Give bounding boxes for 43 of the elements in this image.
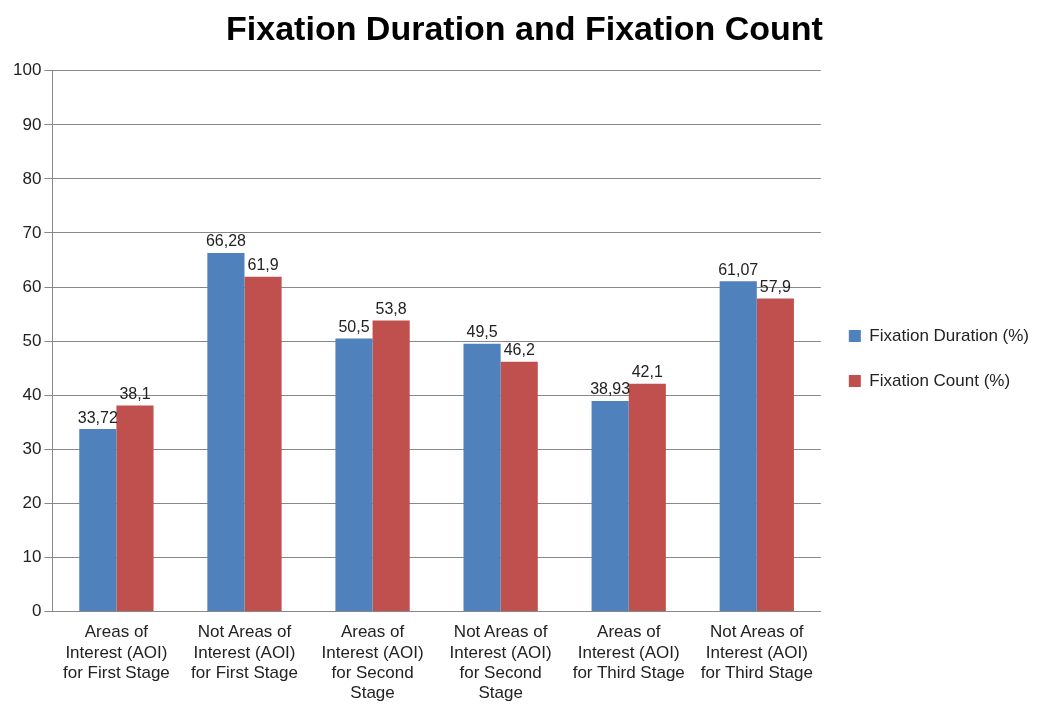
legend-label: Fixation Count (%): [869, 370, 1011, 390]
bar: [463, 343, 501, 611]
y-tick-label: 50: [22, 330, 42, 350]
y-tick-label: 20: [22, 492, 42, 512]
x-tick-label: Not Areas of Interest (AOI) for Third Stage: [700, 622, 813, 683]
legend-label: Fixation Duration (%): [869, 325, 1030, 345]
y-tick-label: 0: [31, 601, 42, 621]
y-tick-label: 30: [22, 438, 42, 458]
bar: [628, 383, 666, 611]
bar: [591, 400, 629, 611]
x-tick-label: Areas of Interest (AOI) for First Stage: [63, 622, 170, 683]
bar: [79, 429, 117, 611]
data-label: 33,72: [77, 408, 118, 426]
data-label: 38,1: [119, 384, 151, 402]
bar: [335, 338, 373, 611]
bar: [244, 276, 282, 611]
bar: [372, 320, 410, 611]
data-label: 53,8: [375, 299, 407, 317]
bar: [500, 361, 538, 611]
bar: [207, 253, 245, 611]
data-label: 49,5: [466, 323, 498, 341]
data-label: 61,9: [247, 256, 279, 274]
data-label: 66,28: [205, 232, 247, 250]
bar: [719, 281, 757, 611]
data-label: 57,9: [759, 277, 792, 295]
x-tick-label: Not Areas of Interest (AOI) for Second Stage: [449, 622, 552, 703]
x-tick-label: Areas of Interest (AOI) for Second Stage: [321, 622, 424, 703]
data-label: 50,5: [338, 317, 370, 335]
x-tick-label: Not Areas of Interest (AOI) for First Stage: [191, 622, 298, 683]
bar: [116, 405, 154, 611]
y-tick-label: 100: [12, 60, 42, 80]
data-label: 46,2: [503, 341, 535, 359]
y-tick-label: 40: [22, 384, 42, 404]
y-tick-label: 70: [22, 222, 42, 242]
y-tick-label: 10: [22, 547, 42, 567]
y-tick-label: 80: [22, 168, 42, 188]
chart-title: Fixation Duration and Fixation Count: [226, 8, 823, 47]
data-label: 61,07: [718, 260, 759, 278]
bar: [756, 298, 794, 611]
x-tick-label: Areas of Interest (AOI) for Third Stage: [572, 622, 685, 683]
data-label: 42,1: [631, 363, 663, 381]
y-tick-label: 60: [22, 276, 42, 296]
y-tick-label: 90: [22, 114, 42, 134]
